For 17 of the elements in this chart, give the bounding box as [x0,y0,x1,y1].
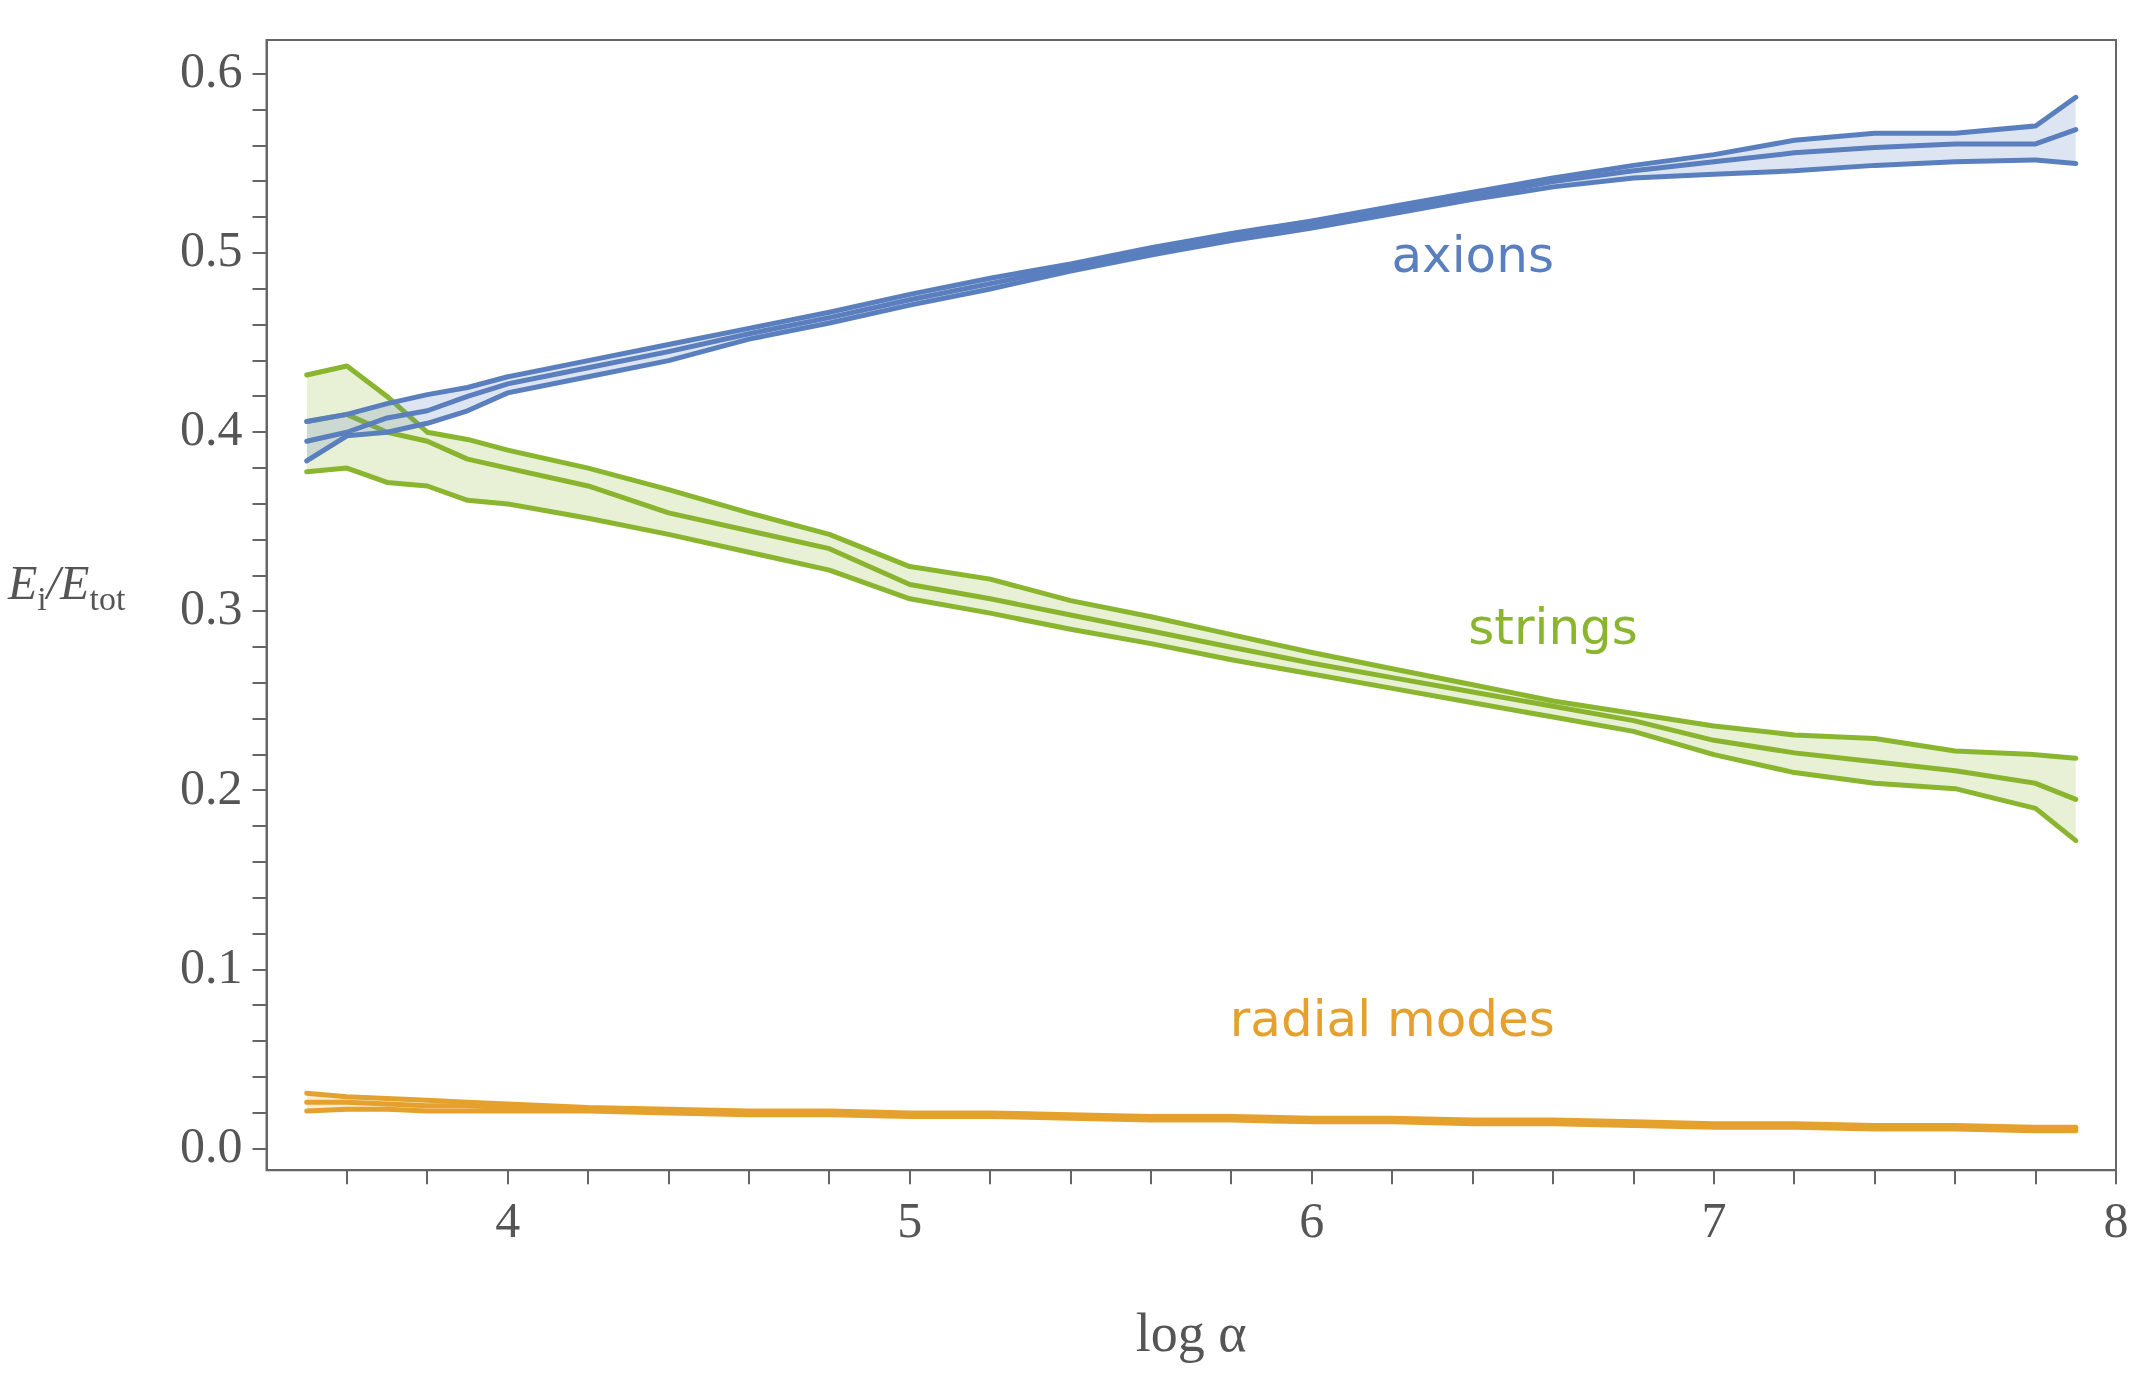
series-label: axions [1391,226,1554,285]
y-tick-label: 0.3 [180,579,243,636]
x-axis-title: log α [1135,1302,1247,1363]
x-tick-label: 7 [1701,1192,1727,1249]
x-tick-label: 6 [1299,1192,1325,1249]
y-axis-title: E$_{i}$/E$_{tot}$ [8,555,126,618]
x-tick-label: 4 [495,1192,521,1249]
y-tick-label: 0.6 [180,42,243,99]
x-tick-label: 8 [2103,1192,2129,1249]
x-tick-label: 5 [897,1192,923,1249]
y-tick-label: 0.0 [180,1116,243,1173]
y-tick-label: 0.1 [180,937,243,994]
y-tick-label: 0.4 [180,400,243,457]
y-tick-label: 0.5 [180,221,243,278]
series-label: strings [1468,597,1638,656]
y-tick-label: 0.2 [180,758,243,815]
series-label: radial modes [1229,990,1555,1049]
